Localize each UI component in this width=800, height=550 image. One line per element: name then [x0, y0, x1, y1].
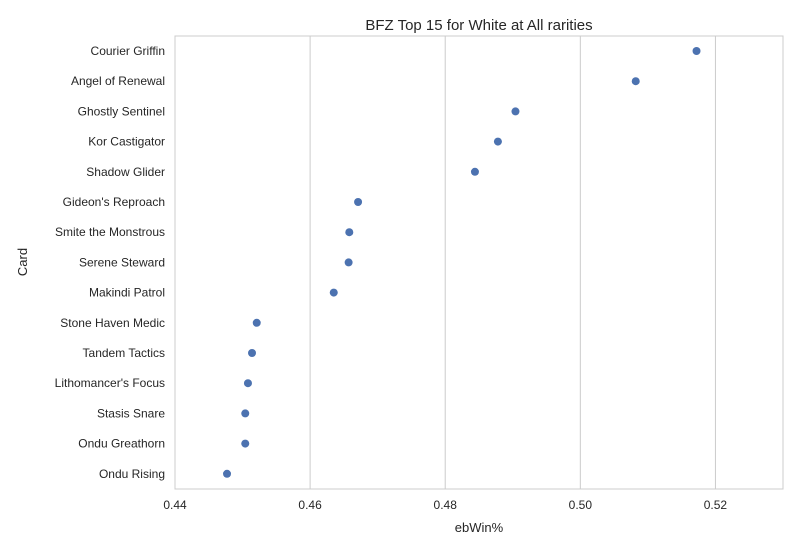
data-point: [692, 47, 701, 55]
x-tick-label: 0.48: [434, 498, 458, 512]
plot-frame: [174, 35, 784, 490]
data-point: [344, 258, 353, 267]
data-point: [329, 288, 338, 297]
data-point: [631, 77, 640, 86]
y-tick-label: Angel of Renewal: [71, 74, 165, 88]
x-tick-label: 0.44: [163, 498, 187, 512]
y-tick-label: Ondu Rising: [99, 467, 165, 481]
y-tick-label: Ondu Greathorn: [78, 437, 165, 451]
data-point: [243, 379, 252, 388]
data-point: [493, 137, 502, 146]
data-point: [241, 439, 250, 448]
data-point: [252, 318, 261, 327]
data-point: [511, 107, 520, 116]
y-axis-label: Card: [15, 248, 30, 276]
y-tick-label: Courier Griffin: [91, 44, 165, 58]
data-point: [241, 409, 250, 418]
y-tick-label: Makindi Patrol: [89, 286, 165, 300]
y-tick-label: Lithomancer's Focus: [55, 376, 165, 390]
y-tick-label: Ghostly Sentinel: [78, 104, 165, 118]
y-tick-label: Kor Castigator: [88, 135, 165, 149]
chart-title: BFZ Top 15 for White at All rarities: [365, 17, 592, 34]
y-tick-label: Stasis Snare: [97, 406, 165, 420]
grid: [174, 36, 716, 489]
x-tick-label: 0.46: [298, 498, 322, 512]
y-tick-label: Gideon's Reproach: [63, 195, 165, 209]
data-point: [354, 198, 363, 206]
data-point: [345, 228, 354, 237]
data-point: [248, 349, 257, 357]
x-tick-label: 0.52: [704, 498, 728, 512]
y-tick-label: Smite the Monstrous: [55, 225, 165, 239]
data-point: [470, 167, 479, 176]
y-tick-label: Tandem Tactics: [83, 346, 165, 360]
y-tick-label: Stone Haven Medic: [60, 316, 165, 330]
x-tick-labels: 0.44 0.46 0.48 0.50 0.52: [163, 498, 727, 512]
data-points: [223, 47, 701, 478]
y-tick-label: Serene Steward: [79, 255, 165, 269]
x-axis-label: ebWin%: [455, 520, 504, 535]
y-tick-labels: Courier Griffin Angel of Renewal Ghostly S…: [55, 44, 166, 481]
x-tick-label: 0.50: [569, 498, 593, 512]
data-point: [223, 469, 232, 478]
y-tick-label: Shadow Glider: [86, 165, 165, 179]
